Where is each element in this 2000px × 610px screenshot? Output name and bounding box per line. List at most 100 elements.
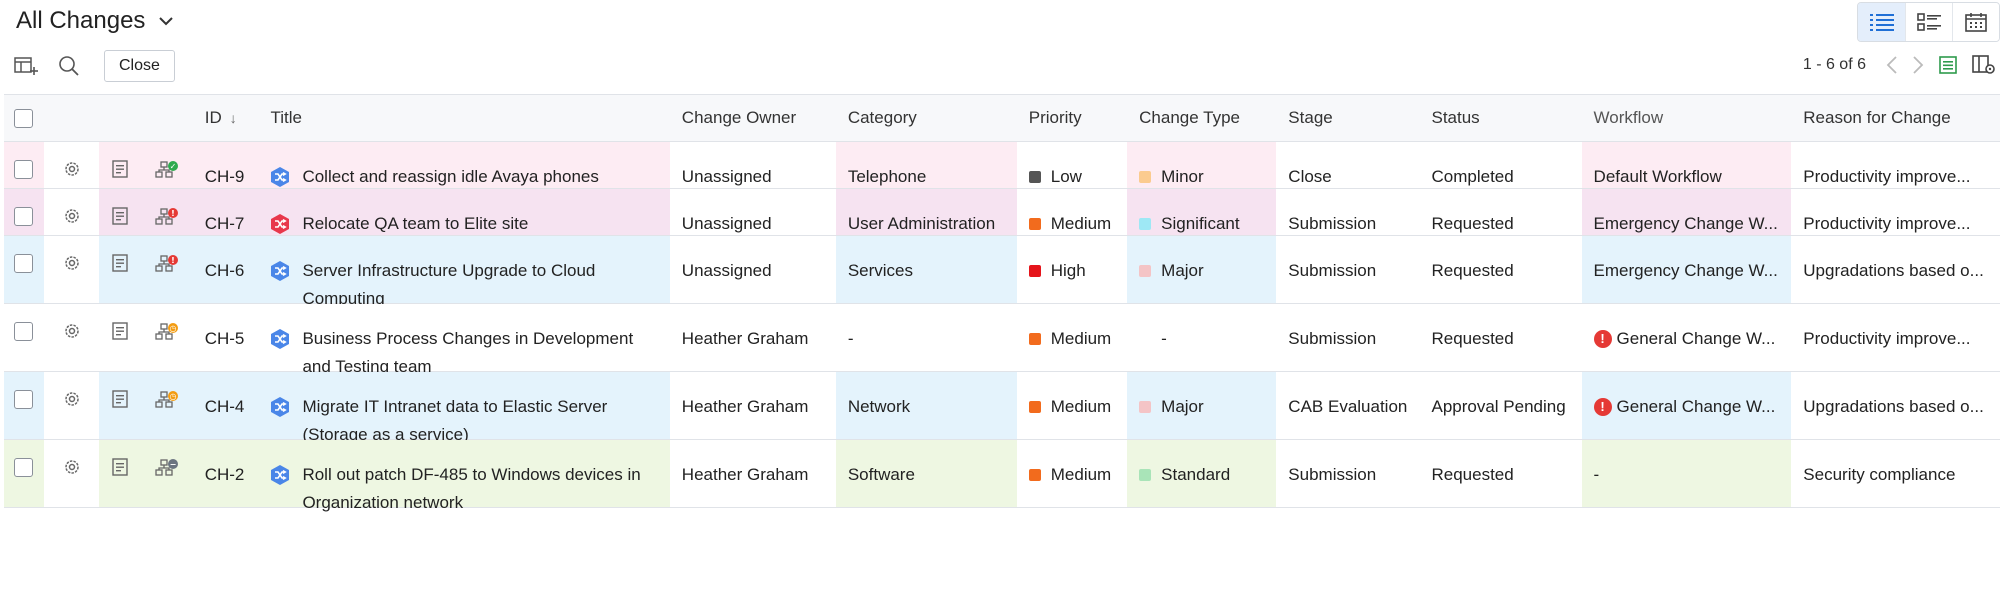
select-all-checkbox[interactable]: [14, 108, 34, 128]
status: Requested: [1419, 304, 1582, 371]
change-type-swatch: [1139, 469, 1152, 481]
row-checkbox[interactable]: [14, 160, 34, 179]
notes-icon[interactable]: [112, 390, 128, 408]
column-header-change-type[interactable]: Change Type: [1139, 108, 1240, 127]
gear-icon[interactable]: [63, 322, 81, 340]
column-header-reason[interactable]: Reason for Change: [1803, 108, 1951, 127]
gear-icon[interactable]: [63, 254, 81, 272]
row-checkbox[interactable]: [14, 390, 34, 409]
table-row[interactable]: ◷ CH-4 Migrate IT Intranet data to Elast…: [4, 372, 2000, 444]
priority: Low: [1050, 167, 1082, 186]
change-id[interactable]: CH-7: [192, 189, 259, 235]
change-owner: Unassigned: [669, 142, 836, 188]
row-checkbox[interactable]: [14, 207, 34, 226]
row-checkbox[interactable]: [14, 254, 34, 273]
column-header-stage[interactable]: Stage: [1288, 108, 1333, 127]
change-title-link[interactable]: Server Infrastructure Upgrade to Cloud C…: [302, 261, 596, 308]
column-header-status[interactable]: Status: [1431, 108, 1480, 127]
table-settings-icon[interactable]: [14, 56, 38, 76]
change-id[interactable]: CH-4: [192, 372, 259, 439]
change-type-swatch: [1139, 218, 1152, 230]
change-title-link[interactable]: Business Process Changes in Development …: [302, 329, 634, 376]
change-type: Major: [1161, 261, 1204, 280]
workflow[interactable]: General Change W...: [1616, 329, 1776, 348]
workflow[interactable]: General Change W...: [1616, 397, 1776, 416]
notes-icon[interactable]: [112, 160, 128, 178]
change-id[interactable]: CH-6: [192, 236, 259, 303]
row-checkbox[interactable]: [14, 458, 34, 477]
column-header-workflow[interactable]: Workflow: [1593, 108, 1664, 127]
change-title-link[interactable]: Roll out patch DF-485 to Windows devices…: [302, 465, 641, 512]
column-header-priority[interactable]: Priority: [1028, 108, 1082, 127]
change-type: Major: [1161, 397, 1204, 416]
workflow[interactable]: Default Workflow: [1593, 167, 1722, 186]
table-row[interactable]: ✓ CH-9 Collect and reassign idle Avaya p…: [4, 142, 2000, 189]
priority: Medium: [1050, 397, 1112, 416]
reason-for-change: Upgradations based o...: [1803, 261, 1984, 280]
workflow[interactable]: Emergency Change W...: [1593, 261, 1778, 280]
column-header-category[interactable]: Category: [847, 108, 917, 127]
gear-icon[interactable]: [63, 160, 81, 178]
category: User Administration: [835, 189, 1017, 235]
workflow-clock-icon[interactable]: ◷: [155, 322, 179, 342]
change-id[interactable]: CH-9: [192, 142, 259, 188]
view-title: All Changes: [16, 7, 146, 34]
stage: Submission: [1276, 304, 1420, 371]
chevron-right-icon[interactable]: [1912, 55, 1924, 75]
view-selector[interactable]: All Changes: [16, 7, 174, 35]
sort-down-icon: ↓: [229, 110, 237, 126]
export-icon[interactable]: [1938, 55, 1958, 75]
notes-icon[interactable]: [112, 207, 128, 225]
table-row[interactable]: ! CH-6 Server Infrastructure Upgrade to …: [4, 236, 2000, 308]
change-type: Standard: [1161, 465, 1231, 484]
close-button[interactable]: Close: [104, 50, 175, 82]
stage: Submission: [1276, 236, 1420, 303]
change-owner: Heather Graham: [669, 440, 836, 507]
column-settings-icon[interactable]: [1972, 54, 1996, 76]
pagination-info: 1 - 6 of 6: [1802, 56, 1866, 73]
table-row[interactable]: ◷ CH-5 Business Process Changes in Devel…: [4, 304, 2000, 376]
calendar-icon: [1965, 13, 1987, 32]
gear-icon[interactable]: [63, 207, 81, 225]
table-row[interactable]: − CH-2 Roll out patch DF-485 to Windows …: [4, 440, 2000, 512]
list-view-button[interactable]: [1858, 3, 1905, 41]
card-view-button[interactable]: [1905, 3, 1952, 41]
card-view-icon: [1917, 13, 1941, 31]
table-row[interactable]: ! CH-7 Relocate QA team to Elite site Un…: [4, 189, 2000, 236]
change-type: Significant: [1161, 214, 1240, 233]
change-id[interactable]: CH-5: [192, 304, 259, 371]
workflow[interactable]: Emergency Change W...: [1593, 214, 1778, 233]
change-id[interactable]: CH-2: [192, 440, 259, 507]
notes-icon[interactable]: [112, 254, 128, 272]
row-checkbox[interactable]: [14, 322, 34, 341]
reason-for-change: Security compliance: [1803, 465, 1956, 484]
priority-swatch: [1028, 333, 1041, 345]
chevron-down-icon: [159, 17, 174, 26]
chevron-left-icon[interactable]: [1886, 55, 1898, 75]
change-type: Minor: [1161, 167, 1204, 186]
gear-icon[interactable]: [63, 390, 81, 408]
category: Network: [835, 372, 1017, 439]
change-type-swatch: [1139, 401, 1152, 413]
column-header-id[interactable]: ID ↓: [204, 108, 237, 127]
search-icon[interactable]: [58, 55, 80, 77]
workflow[interactable]: -: [1593, 465, 1600, 484]
workflow-alert-icon[interactable]: !: [155, 254, 179, 274]
category: Telephone: [835, 142, 1017, 188]
column-header-title[interactable]: Title: [270, 108, 302, 127]
toolbar: Close 1 - 6 of 6: [0, 44, 2000, 92]
column-header-owner[interactable]: Change Owner: [681, 108, 797, 127]
svg-text:✓: ✓: [170, 162, 177, 171]
svg-text:!: !: [171, 209, 175, 218]
change-title-link[interactable]: Relocate QA team to Elite site: [302, 214, 529, 233]
workflow-clock-icon[interactable]: ◷: [155, 390, 179, 410]
notes-icon[interactable]: [112, 458, 128, 476]
workflow-alert-icon[interactable]: !: [155, 207, 179, 227]
change-title-link[interactable]: Collect and reassign idle Avaya phones: [302, 167, 599, 186]
change-title-link[interactable]: Migrate IT Intranet data to Elastic Serv…: [302, 397, 608, 444]
calendar-view-button[interactable]: [1952, 3, 1999, 41]
workflow-check-icon[interactable]: ✓: [155, 160, 179, 180]
workflow-minus-icon[interactable]: −: [155, 458, 179, 478]
gear-icon[interactable]: [63, 458, 81, 476]
notes-icon[interactable]: [112, 322, 128, 340]
